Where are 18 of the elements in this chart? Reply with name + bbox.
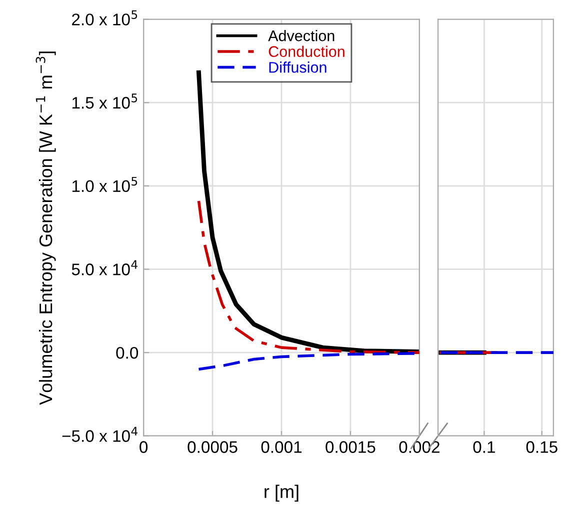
x-tick-label: 0.0005	[188, 441, 238, 453]
x-tick-label: 0.1	[473, 441, 495, 453]
y-axis-title: Volumetric Entropy Generation [W K$^{−1}$ m$^{−3}$]	[36, 52, 56, 405]
legend-label: Conduction	[268, 46, 344, 57]
x-tick-label: 0	[140, 441, 148, 453]
y-tick-label: 1.5 x 10$^{5}$	[72, 94, 138, 109]
legend-label: Diffusion	[269, 62, 326, 73]
legend-label: Advection	[268, 30, 334, 42]
line-series	[197, 200, 420, 354]
y-tick-label: 1.0 x 10$^{5}$	[72, 176, 138, 192]
x-tick-label: 0.15	[526, 441, 558, 453]
x-axis-title: r [m]	[264, 484, 298, 502]
x-tick-label: 0.001	[261, 441, 302, 453]
y-tick-label: −5.0 x 10$^{4}$	[62, 426, 138, 442]
y-tick-label: 2.0 x 10$^{5}$	[72, 10, 138, 26]
x-tick-label: 0.0015	[326, 441, 376, 453]
y-tick-label: 0.0	[116, 346, 138, 359]
y-tick-label: 5.0 x 10$^{4}$	[72, 260, 138, 276]
